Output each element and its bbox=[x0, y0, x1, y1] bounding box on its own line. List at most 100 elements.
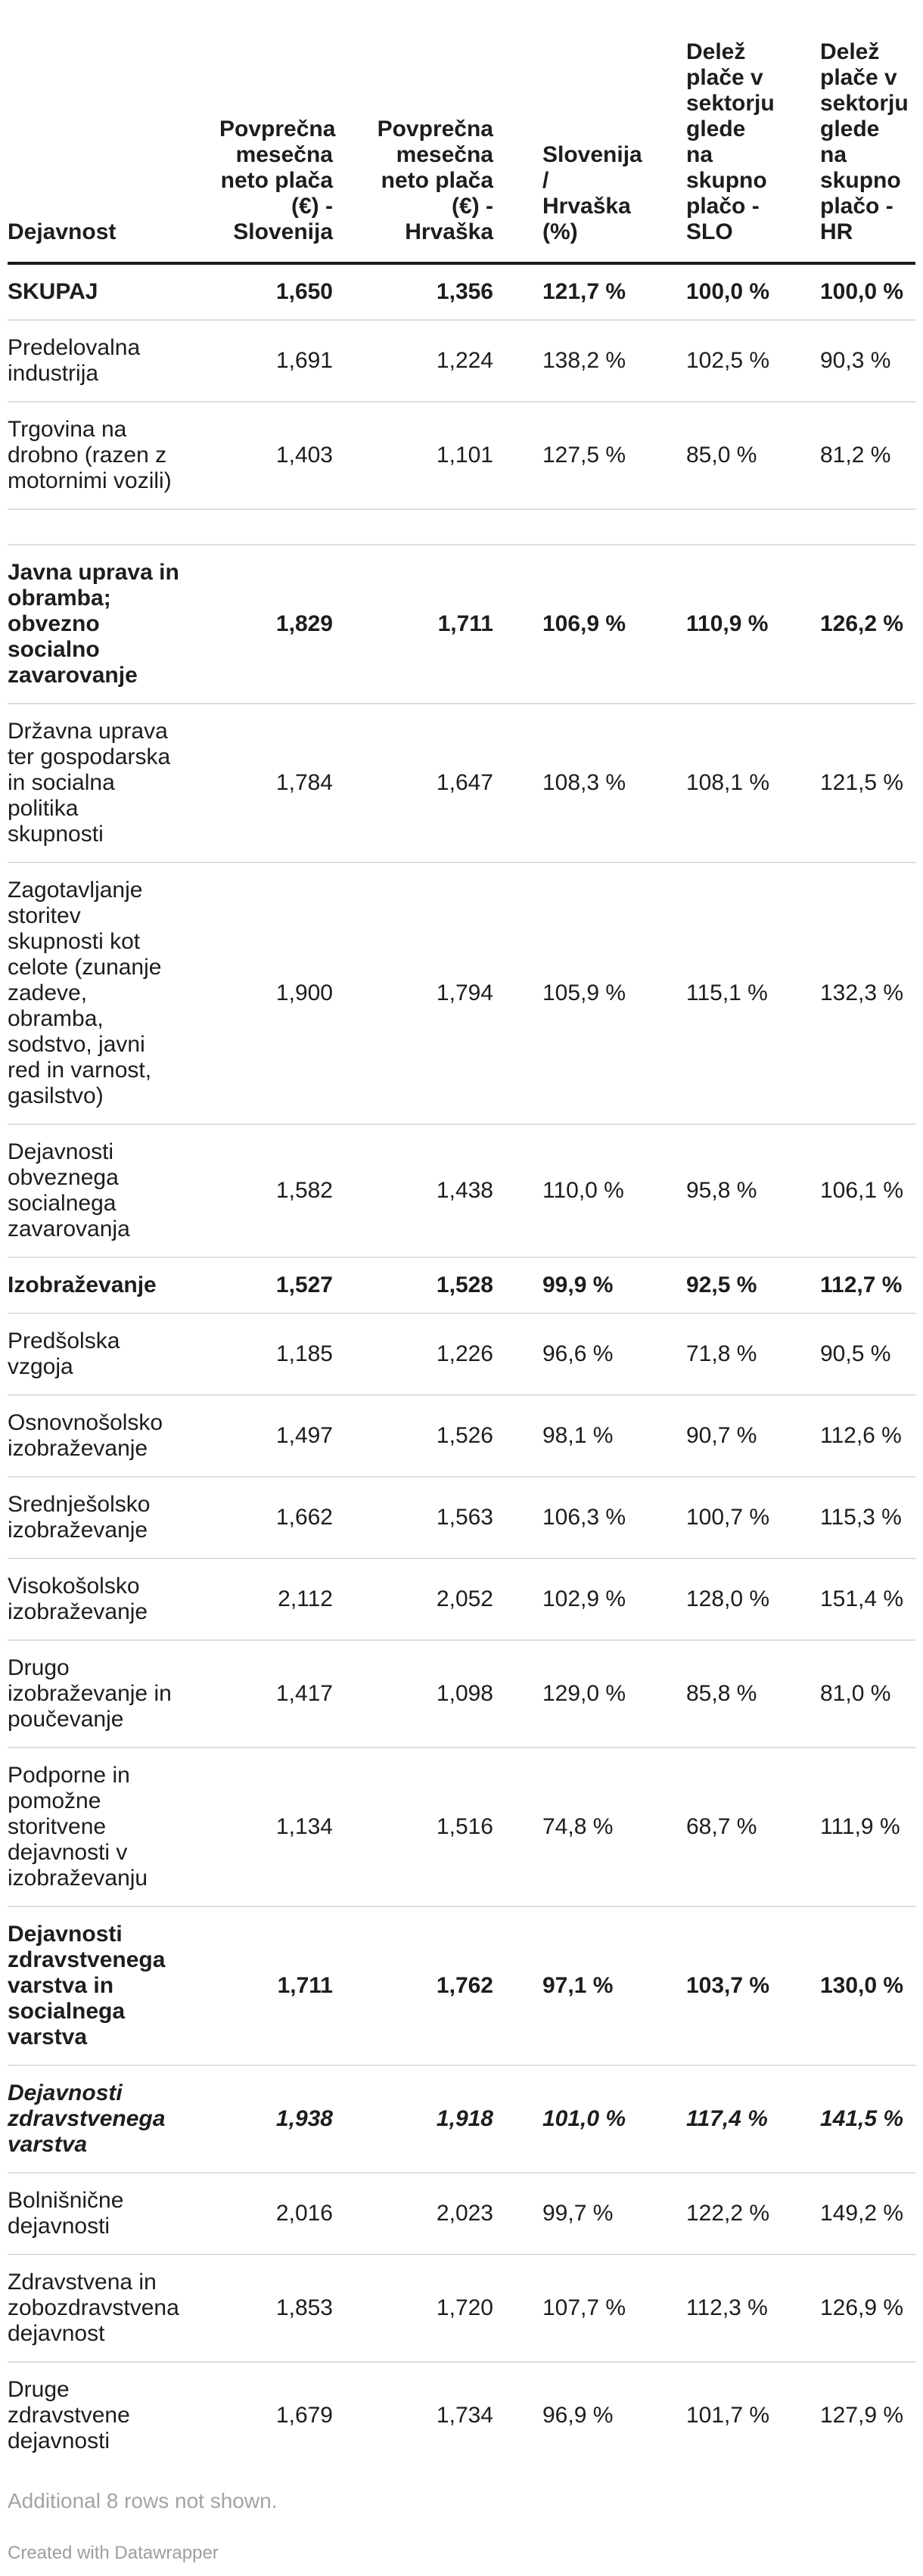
cell-delez-slo: 117,4 % bbox=[686, 2106, 768, 2131]
cell-neto-placa-slo: 1,650 bbox=[275, 279, 333, 304]
cell-neto-placa-hr: 1,516 bbox=[436, 1814, 493, 1839]
cell-dejavnost: Druge zdravstvene dejavnosti bbox=[8, 2377, 130, 2453]
cell-slo-hr-ratio: 98,1 % bbox=[542, 1423, 614, 1448]
cell-neto-placa-slo: 1,691 bbox=[275, 348, 333, 373]
cell-neto-placa-hr: 1,101 bbox=[436, 443, 493, 468]
cell-delez-hr: 127,9 % bbox=[820, 2403, 904, 2428]
cell-delez-slo: 128,0 % bbox=[686, 1586, 770, 1611]
datawrapper-credit: Created with Datawrapper bbox=[8, 2543, 219, 2563]
cell-neto-placa-hr: 1,226 bbox=[436, 1341, 493, 1366]
cell-delez-slo: 95,8 % bbox=[686, 1178, 757, 1203]
cell-delez-hr: 111,9 % bbox=[820, 1814, 900, 1839]
cell-slo-hr-ratio: 106,3 % bbox=[542, 1505, 626, 1530]
cell-delez-hr: 90,5 % bbox=[820, 1341, 891, 1366]
cell-neto-placa-hr: 1,734 bbox=[436, 2403, 493, 2428]
footer-note: Additional 8 rows not shown. bbox=[8, 2489, 278, 2512]
table-row: Drugo izobraževanje in poučevanje 1,417 1,… bbox=[8, 1639, 915, 1747]
cell-delez-slo: 108,1 % bbox=[686, 770, 770, 795]
cell-neto-placa-slo: 1,938 bbox=[275, 2106, 333, 2131]
cell-neto-placa-slo: 2,016 bbox=[275, 2201, 333, 2226]
cell-neto-placa-slo: 1,662 bbox=[275, 1505, 333, 1530]
column-header-dejavnost: Dejavnost bbox=[8, 219, 117, 244]
cell-neto-placa-slo: 1,417 bbox=[275, 1681, 333, 1706]
column-header-delez-slo: Delež plače v sektorju glede na skupno p… bbox=[686, 39, 775, 244]
cell-delez-slo: 85,8 % bbox=[686, 1681, 757, 1706]
table-row: Izobraževanje 1,527 1,528 99,9 % 92,5 % 112,7… bbox=[8, 1257, 915, 1313]
cell-delez-hr: 90,3 % bbox=[820, 348, 891, 373]
cell-neto-placa-hr: 1,720 bbox=[436, 2295, 493, 2320]
cell-delez-hr: 100,0 % bbox=[820, 279, 904, 304]
cell-neto-placa-slo: 1,784 bbox=[275, 770, 333, 795]
cell-dejavnost: Bolnišnične dejavnosti bbox=[8, 2188, 124, 2239]
cell-slo-hr-ratio: 101,0 % bbox=[542, 2106, 626, 2131]
cell-dejavnost: Predelovalna industrija bbox=[8, 335, 141, 386]
cell-neto-placa-hr: 1,794 bbox=[436, 980, 493, 1005]
cell-delez-hr: 126,9 % bbox=[820, 2295, 904, 2320]
cell-slo-hr-ratio: 99,7 % bbox=[542, 2201, 614, 2226]
cell-delez-slo: 71,8 % bbox=[686, 1341, 757, 1366]
table-row: Predšolska vzgoja 1,185 1,226 96,6 % 71,8 % 9… bbox=[8, 1313, 915, 1394]
cell-dejavnost: Predšolska vzgoja bbox=[8, 1328, 120, 1379]
table-row: Predelovalna industrija 1,691 1,224 138,2 %… bbox=[8, 319, 915, 401]
cell-neto-placa-hr: 1,711 bbox=[437, 611, 493, 636]
cell-slo-hr-ratio: 99,9 % bbox=[542, 1272, 614, 1297]
cell-delez-slo: 102,5 % bbox=[686, 348, 770, 373]
cell-dejavnost: Osnovnošolsko izobraževanje bbox=[8, 1410, 163, 1461]
cell-neto-placa-hr: 1,762 bbox=[436, 1973, 493, 1998]
cell-neto-placa-slo: 2,112 bbox=[278, 1586, 333, 1611]
cell-dejavnost: Dejavnosti zdravstvenega varstva bbox=[8, 2080, 166, 2157]
cell-delez-slo: 92,5 % bbox=[686, 1272, 757, 1297]
cell-dejavnost: Srednješolsko izobraževanje bbox=[8, 1492, 151, 1543]
cell-dejavnost: Dejavnosti zdravstvenega varstva in soci… bbox=[8, 1922, 166, 2049]
table-row: Podporne in pomožne storitvene dejavnost… bbox=[8, 1747, 915, 1906]
cell-delez-hr: 112,6 % bbox=[820, 1423, 902, 1448]
cell-neto-placa-slo: 1,900 bbox=[275, 980, 333, 1005]
cell-delez-slo: 68,7 % bbox=[686, 1814, 757, 1839]
cell-delez-slo: 110,9 % bbox=[686, 611, 769, 636]
table-row-empty bbox=[8, 508, 915, 544]
table-row: SKUPAJ 1,650 1,356 121,7 % 100,0 % 100,0 % bbox=[8, 265, 915, 319]
cell-neto-placa-slo: 1,403 bbox=[275, 443, 333, 468]
cell-delez-hr: 121,5 % bbox=[820, 770, 904, 795]
cell-slo-hr-ratio: 102,9 % bbox=[542, 1586, 626, 1611]
cell-dejavnost: Javna uprava in obramba; obvezno socialn… bbox=[8, 560, 179, 688]
cell-dejavnost: Trgovina na drobno (razen z motornimi vo… bbox=[8, 417, 172, 493]
table-row: Javna uprava in obramba; obvezno socialn… bbox=[8, 544, 915, 703]
cell-dejavnost: Podporne in pomožne storitvene dejavnost… bbox=[8, 1763, 148, 1891]
table-row: Trgovina na drobno (razen z motornimi vo… bbox=[8, 401, 915, 508]
table-row: Državna uprava ter gospodarska in social… bbox=[8, 703, 915, 862]
cell-slo-hr-ratio: 74,8 % bbox=[542, 1814, 614, 1839]
cell-slo-hr-ratio: 105,9 % bbox=[542, 980, 626, 1005]
cell-delez-hr: 115,3 % bbox=[820, 1505, 902, 1530]
column-header-slo-hr-ratio: Slovenija / Hrvaška (%) bbox=[542, 142, 642, 244]
table-header-row: Dejavnost Povprečna mesečna neto plača (… bbox=[8, 0, 915, 262]
table-row: Zagotavljanje storitev skupnosti kot cel… bbox=[8, 862, 915, 1123]
cell-delez-hr: 130,0 % bbox=[820, 1973, 904, 1998]
cell-delez-hr: 141,5 % bbox=[820, 2106, 904, 2131]
table-row: Dejavnosti zdravstvenega varstva 1,938 1,9… bbox=[8, 2065, 915, 2172]
cell-neto-placa-slo: 1,711 bbox=[277, 1973, 333, 1998]
cell-neto-placa-hr: 2,023 bbox=[436, 2201, 493, 2226]
cell-delez-slo: 103,7 % bbox=[686, 1973, 770, 1998]
cell-delez-slo: 122,2 % bbox=[686, 2201, 770, 2226]
table-row: Dejavnosti obveznega socialnega zavarova… bbox=[8, 1123, 915, 1257]
cell-dejavnost: Državna uprava ter gospodarska in social… bbox=[8, 719, 171, 847]
cell-delez-slo: 100,7 % bbox=[686, 1505, 770, 1530]
cell-slo-hr-ratio: 129,0 % bbox=[542, 1681, 626, 1706]
cell-delez-hr: 151,4 % bbox=[820, 1586, 904, 1611]
cell-neto-placa-slo: 1,679 bbox=[275, 2403, 333, 2428]
cell-slo-hr-ratio: 96,9 % bbox=[542, 2403, 614, 2428]
cell-delez-hr: 106,1 % bbox=[820, 1178, 904, 1203]
cell-delez-hr: 149,2 % bbox=[820, 2201, 904, 2226]
cell-neto-placa-hr: 1,526 bbox=[436, 1423, 493, 1448]
table-row: Dejavnosti zdravstvenega varstva in soci… bbox=[8, 1906, 915, 2065]
header-rule bbox=[8, 262, 915, 265]
cell-slo-hr-ratio: 106,9 % bbox=[542, 611, 626, 636]
column-header-neto-placa-hr: Povprečna mesečna neto plača (€) - Hrvaš… bbox=[377, 117, 493, 244]
cell-dejavnost: Drugo izobraževanje in poučevanje bbox=[8, 1655, 172, 1732]
cell-slo-hr-ratio: 121,7 % bbox=[542, 279, 626, 304]
table-row: Visokošolsko izobraževanje 2,112 2,052 102,… bbox=[8, 1558, 915, 1639]
cell-slo-hr-ratio: 110,0 % bbox=[542, 1178, 624, 1203]
cell-neto-placa-hr: 1,098 bbox=[436, 1681, 493, 1706]
